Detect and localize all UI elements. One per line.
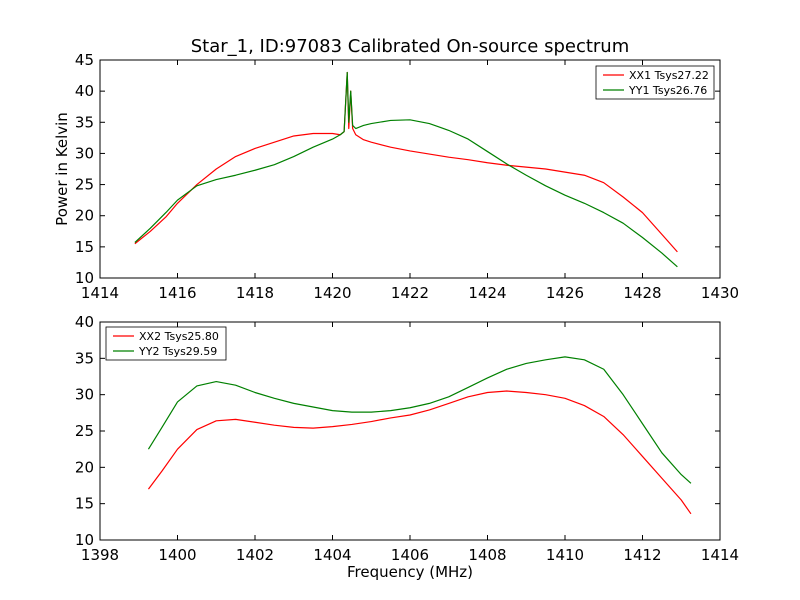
x-tick-label: 1412 [623,546,661,564]
series-line-xx2 [147,390,692,515]
y-tick-label: 25 [75,422,94,440]
x-tick-label: 1404 [313,546,351,564]
legend-label: XX1 Tsys27.22 [629,69,709,82]
y-tick-label: 40 [75,82,94,100]
legend: XX1 Tsys27.22 YY1 Tsys26.76 [595,65,715,100]
series-line-yy2 [147,356,692,484]
x-tick-label: 1402 [236,546,274,564]
x-tick-label: 1428 [623,284,661,302]
y-tick-label: 35 [75,349,94,367]
series-line-yy1 [134,71,678,268]
x-tick-label: 1426 [546,284,584,302]
y-tick-label: 30 [75,386,94,404]
y-tick-label: 20 [75,207,94,225]
y-tick-label: 35 [75,113,94,131]
x-tick-label: 1424 [468,284,506,302]
y-tick-label: 20 [75,458,94,476]
x-tick-label: 1406 [391,546,429,564]
y-tick-label: 10 [75,531,94,549]
x-tick-label: 1422 [391,284,429,302]
legend-box [595,65,715,100]
x-tick-label: 1410 [546,546,584,564]
y-tick-label: 45 [75,51,94,69]
x-tick-label: 1408 [468,546,506,564]
y-tick-label: 40 [75,313,94,331]
y-axis-label: Power in Kelvin [53,112,71,226]
x-tick-label: 1414 [81,284,119,302]
series-line-xx1 [134,71,678,253]
legend-label: XX2 Tsys25.80 [139,330,219,343]
legend-box [105,326,227,361]
legend-label: YY2 Tsys29.59 [138,345,217,358]
x-axis-label: Frequency (MHz) [347,563,473,581]
legend: XX2 Tsys25.80 YY2 Tsys29.59 [105,326,227,361]
y-tick-label: 15 [75,495,94,513]
y-tick-label: 25 [75,176,94,194]
x-tick-label: 1430 [701,284,739,302]
y-tick-label: 30 [75,144,94,162]
x-tick-label: 1416 [158,284,196,302]
legend-label: YY1 Tsys26.76 [628,84,707,97]
y-tick-label: 15 [75,238,94,256]
x-tick-label: 1418 [236,284,274,302]
x-tick-label: 1400 [158,546,196,564]
top-panel: 1414 1416 1418 1420 1422 1424 1426 1428 1430 10 15… [53,51,739,302]
x-tick-label: 1420 [313,284,351,302]
x-tick-label: 1398 [81,546,119,564]
chart-title: Star_1, ID:97083 Calibrated On-source sp… [191,36,630,57]
bottom-panel: 1398 1400 1402 1404 1406 1408 1410 1412 1414 10 15… [75,313,739,581]
x-tick-label: 1414 [701,546,739,564]
y-tick-label: 10 [75,269,94,287]
